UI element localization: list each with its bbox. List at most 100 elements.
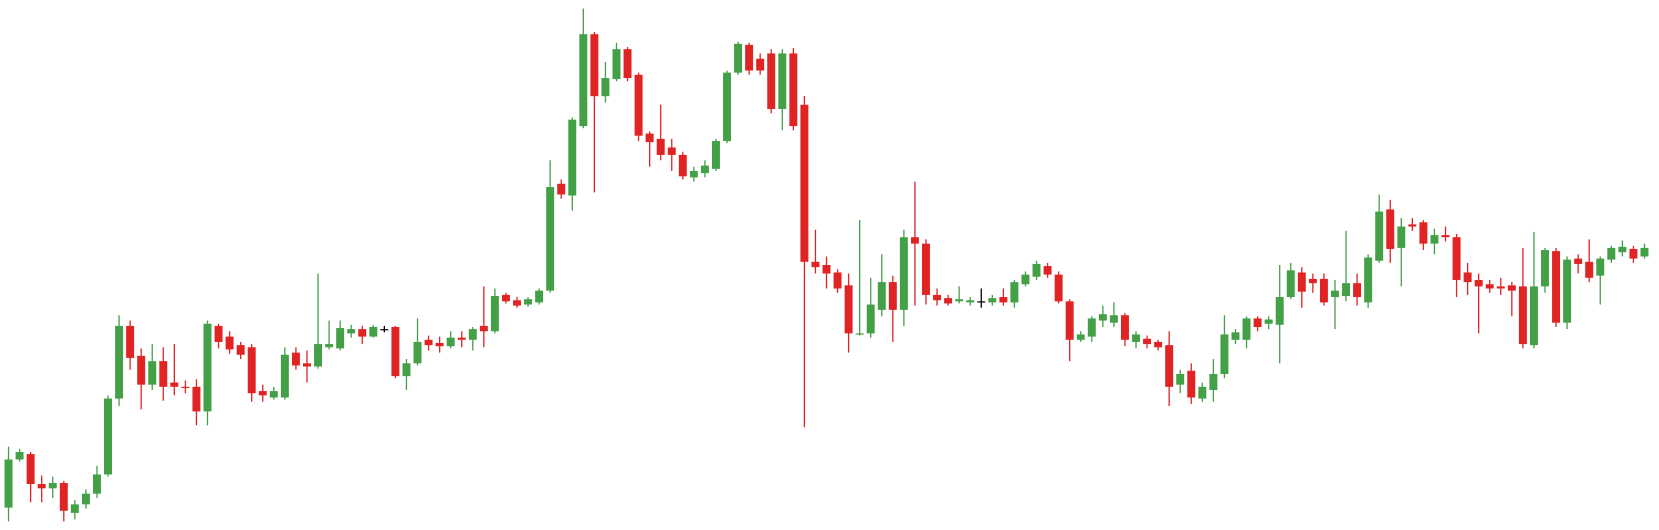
candle-body <box>1242 318 1251 340</box>
candle-body <box>1375 211 1384 261</box>
candle-body <box>513 300 521 306</box>
candle-body <box>667 147 676 155</box>
candle-body <box>402 363 411 377</box>
candle-body <box>645 133 654 143</box>
candle-body <box>1032 263 1041 277</box>
candle-body <box>1529 286 1538 346</box>
candle-body <box>1154 341 1163 348</box>
candle-body <box>1364 257 1373 303</box>
candle-body <box>789 53 798 127</box>
candle-body <box>291 352 300 366</box>
candle-body <box>1397 226 1406 248</box>
candle-body <box>192 386 201 412</box>
candle-body <box>822 265 831 274</box>
candle-body <box>247 347 256 394</box>
candle-body <box>4 459 13 508</box>
candle-body <box>181 386 190 389</box>
candle-body <box>1342 283 1351 296</box>
candle-body <box>734 43 743 73</box>
candle-body <box>1541 250 1549 287</box>
candle-body <box>1043 266 1052 275</box>
candle-body <box>1176 373 1185 385</box>
candle-body <box>159 361 168 387</box>
candle-body <box>1518 286 1527 345</box>
candle-body <box>1463 272 1472 283</box>
candle-body <box>1253 318 1262 327</box>
candle-body <box>601 78 610 97</box>
candle-body <box>711 141 720 169</box>
candle-body <box>877 282 886 310</box>
candle-body <box>1507 285 1516 291</box>
candle-body <box>314 344 323 367</box>
candle-body <box>700 165 709 174</box>
candle-body <box>446 337 455 347</box>
candle-body <box>1452 237 1461 280</box>
candle-body <box>490 295 499 332</box>
candle-body <box>391 326 400 377</box>
candle-body <box>612 49 621 80</box>
candle-body <box>623 49 632 79</box>
candle-body <box>336 328 345 349</box>
candle-body <box>203 323 212 412</box>
candle-body <box>1065 301 1074 340</box>
candle-body <box>1319 278 1328 303</box>
candle-body <box>811 261 820 268</box>
candle-body <box>1474 279 1483 287</box>
candle-body <box>81 493 90 505</box>
candle-body <box>1275 297 1284 325</box>
candle-body <box>966 300 975 303</box>
candle-body <box>457 337 466 340</box>
candle-body <box>955 299 964 302</box>
candle-body <box>656 138 665 155</box>
candle-body <box>1076 334 1085 340</box>
candle-body <box>590 34 599 97</box>
candle-body <box>535 290 544 303</box>
candle-body <box>1485 284 1494 289</box>
candle-body <box>1430 235 1439 244</box>
candle-body <box>1120 315 1129 340</box>
candle-body <box>1286 270 1295 298</box>
candle-body <box>1109 315 1118 323</box>
candle-body <box>524 299 533 305</box>
candle-body <box>70 504 79 513</box>
candle-body <box>479 325 488 332</box>
candle-body <box>1607 247 1616 260</box>
candle-body <box>424 339 433 346</box>
candle-body <box>1098 314 1107 321</box>
candle-body <box>1143 338 1152 345</box>
candle-body <box>1165 345 1174 387</box>
candle-body <box>115 325 124 399</box>
candle-body <box>126 325 135 358</box>
candle-body <box>1198 386 1207 399</box>
candle-body <box>1408 224 1417 227</box>
candle-body <box>501 294 510 302</box>
candle-body <box>678 154 687 177</box>
candle-body <box>1087 318 1096 337</box>
candle-body <box>745 44 754 71</box>
candle-body <box>1419 222 1428 244</box>
candle-body <box>1330 290 1339 298</box>
candle-body <box>1552 251 1561 323</box>
candle-body <box>302 363 311 367</box>
candle-body <box>369 326 378 337</box>
candle-body <box>1264 319 1273 324</box>
candle-body <box>435 343 444 347</box>
candle-body <box>568 119 577 196</box>
candle-body <box>92 474 101 494</box>
candle-body <box>689 170 698 178</box>
candle-body <box>48 482 57 489</box>
candle-body <box>1010 282 1019 303</box>
candle-body <box>866 304 875 334</box>
candle-body <box>1054 274 1063 302</box>
candle-body <box>170 382 179 387</box>
candle-body <box>723 72 731 142</box>
candle-body <box>1386 209 1395 249</box>
candle-body <box>358 329 367 337</box>
candle-body <box>778 53 787 109</box>
candle-body <box>269 391 278 398</box>
candle-body <box>899 237 908 310</box>
candle-body <box>468 329 477 340</box>
candle-body <box>1220 334 1229 374</box>
